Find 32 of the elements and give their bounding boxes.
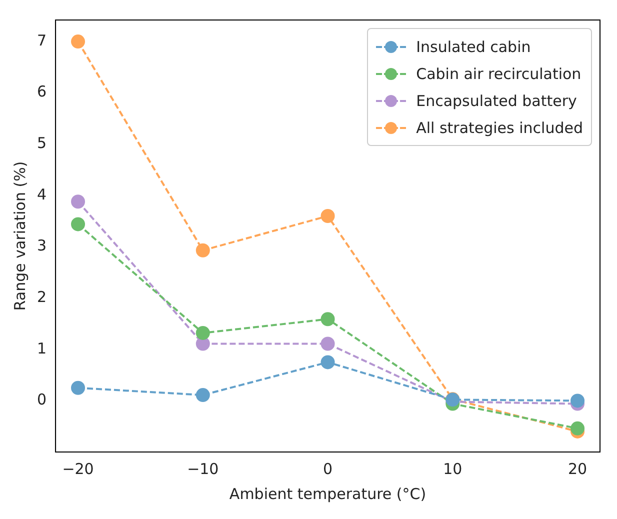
point (71, 217, 86, 232)
x-tick-label: 0 (323, 460, 333, 478)
legend-label: Cabin air recirculation (416, 64, 582, 82)
point (196, 326, 210, 340)
point (320, 355, 335, 370)
point (196, 243, 210, 258)
point (570, 421, 585, 436)
y-tick-label: 4 (36, 185, 47, 204)
point (71, 194, 86, 209)
point (71, 380, 86, 395)
x-tick-label: −10 (187, 460, 219, 478)
point (320, 312, 335, 326)
legend-label: All strategies included (416, 118, 583, 136)
point (320, 336, 335, 351)
y-tick-label: 1 (36, 339, 47, 358)
point (320, 208, 335, 223)
y-tick-label: 0 (36, 390, 47, 409)
y-tick-label: 6 (36, 82, 47, 101)
x-axis-title: Ambient temperature (°C) (229, 484, 426, 503)
point (71, 34, 86, 49)
y-tick-label: 5 (36, 134, 47, 152)
y-tick-label: 2 (36, 288, 47, 306)
y-tick-label: 3 (36, 236, 47, 255)
legend-label: Insulated cabin (416, 38, 531, 56)
legend-label: Encapsulated battery (416, 92, 577, 110)
y-axis-title: Range variation (%) (10, 161, 29, 311)
x-tick-label: 20 (568, 460, 588, 478)
point (570, 394, 585, 408)
point (196, 388, 210, 402)
x-tick-label: −20 (62, 460, 94, 478)
y-tick-label: 7 (36, 31, 47, 50)
x-tick-label: 10 (443, 460, 462, 478)
